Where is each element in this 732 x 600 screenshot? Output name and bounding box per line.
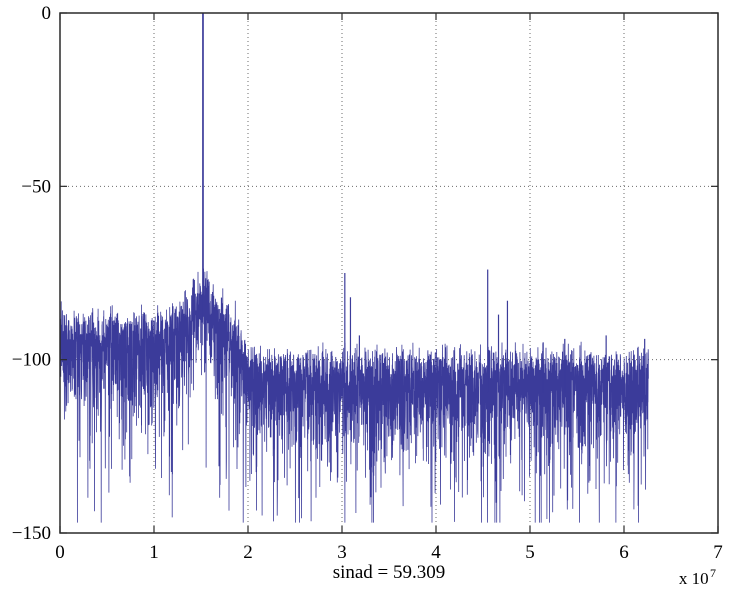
x-tick-label: 2 — [243, 542, 253, 563]
x-axis-label: sinad = 59.309 — [332, 562, 446, 583]
x-tick-label: 4 — [431, 542, 441, 563]
y-tick-label: −100 — [12, 350, 51, 371]
x-tick-label: 3 — [337, 542, 347, 563]
y-tick-label: 0 — [42, 3, 52, 24]
x-scale-exponent: 7 — [710, 566, 716, 580]
x-tick-label: 7 — [713, 542, 723, 563]
plot-border — [59, 12, 719, 534]
x-tick-label: 1 — [149, 542, 159, 563]
x-tick-label: 6 — [619, 542, 629, 563]
y-tick-label: −150 — [12, 523, 51, 544]
x-scale-base: x 10 — [678, 569, 709, 588]
y-tick-label: −50 — [21, 176, 51, 197]
x-tick-label: 0 — [55, 542, 65, 563]
x-axis-scale-multiplier: x 10 7 — [679, 566, 716, 589]
x-tick-label: 5 — [525, 542, 535, 563]
spectrum-trace — [59, 268, 649, 523]
